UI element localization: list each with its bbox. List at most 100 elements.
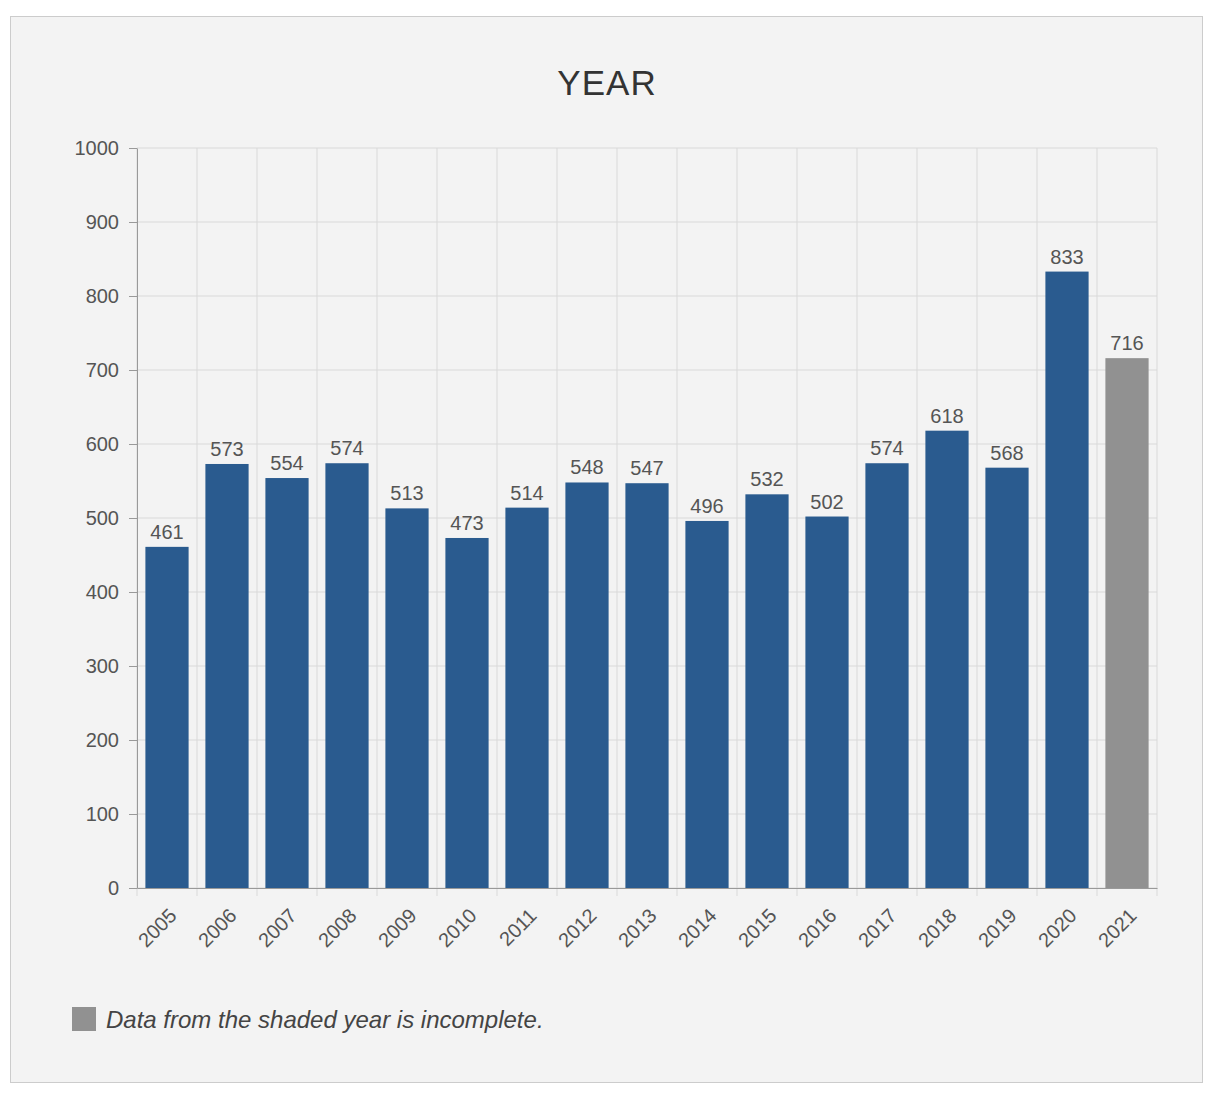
y-tick-mark <box>129 370 137 371</box>
x-tick-label: 2013 <box>614 904 661 951</box>
x-tick: 2008 <box>314 888 361 951</box>
x-grid-line <box>377 148 378 896</box>
x-grid-line <box>857 148 858 896</box>
x-tick: 2011 <box>495 888 541 950</box>
annotations: Data from the shaded year is incomplete. <box>72 1006 544 1033</box>
x-tick-label: 2011 <box>495 904 541 950</box>
y-tick-mark <box>129 740 137 741</box>
y-axis: 0 100 200 300 400 500 600 700 800 900 1000 <box>75 137 138 899</box>
chart-svg: YEAR461573554574513473514548547496532502… <box>0 0 1222 1102</box>
x-tick: 2012 <box>554 888 601 951</box>
x-tick-label: 2009 <box>374 904 421 951</box>
y-tick-label: 500 <box>86 507 119 529</box>
x-tick-label: 2016 <box>794 904 841 951</box>
x-tick: 2016 <box>794 888 841 951</box>
x-tick-label: 2021 <box>1094 904 1141 951</box>
data-label: 548 <box>570 456 603 478</box>
y-tick: 500 <box>86 507 137 529</box>
x-grid-line <box>137 148 138 896</box>
bar <box>265 478 308 888</box>
y-tick-label: 800 <box>86 285 119 307</box>
x-tick: 2021 <box>1094 888 1141 951</box>
y-tick-label: 600 <box>86 433 119 455</box>
bars <box>145 272 1148 888</box>
x-grid-line <box>317 148 318 896</box>
plot-frame <box>1157 148 1158 896</box>
y-tick-label: 400 <box>86 581 119 603</box>
y-tick-mark <box>129 296 137 297</box>
data-label: 514 <box>510 482 543 504</box>
data-label: 473 <box>450 512 483 534</box>
y-tick-label: 200 <box>86 729 119 751</box>
bar <box>685 521 728 888</box>
x-tick-label: 2018 <box>914 904 961 951</box>
x-tick-label: 2019 <box>974 904 1021 951</box>
data-label: 554 <box>270 452 303 474</box>
x-tick: 2018 <box>914 888 961 951</box>
x-tick-label: 2006 <box>194 904 241 951</box>
x-tick: 2017 <box>854 888 901 951</box>
data-label: 547 <box>630 457 663 479</box>
x-tick: 2020 <box>1034 888 1081 951</box>
y-tick: 1000 <box>75 137 138 159</box>
x-tick: 2010 <box>434 888 481 951</box>
x-tick-label: 2010 <box>434 904 481 951</box>
x-grid-line <box>497 148 498 896</box>
x-tick: 2006 <box>194 888 241 951</box>
x-grid-line <box>917 148 918 896</box>
bar <box>865 463 908 888</box>
y-tick-mark <box>129 222 137 223</box>
y-tick: 200 <box>86 729 137 751</box>
x-axis-line <box>138 888 1158 889</box>
y-tick-mark <box>129 444 137 445</box>
bar <box>145 547 188 888</box>
x-tick-label: 2014 <box>674 904 721 951</box>
bar <box>1045 272 1088 888</box>
bar <box>745 494 788 888</box>
y-tick-label: 0 <box>108 877 119 899</box>
chart-background <box>11 17 1203 1083</box>
data-label: 716 <box>1110 332 1143 354</box>
y-tick-mark <box>129 592 137 593</box>
y-grid-line <box>137 296 1157 297</box>
data-label: 574 <box>330 437 363 459</box>
y-tick-mark <box>129 666 137 667</box>
x-tick-label: 2015 <box>734 904 781 951</box>
y-tick: 800 <box>86 285 137 307</box>
y-tick: 600 <box>86 433 137 455</box>
y-tick-mark <box>129 148 137 149</box>
annotation-text: Data from the shaded year is incomplete. <box>106 1006 544 1033</box>
y-tick: 0 <box>108 877 137 899</box>
grid <box>137 148 1157 896</box>
data-label: 496 <box>690 495 723 517</box>
y-tick-label: 700 <box>86 359 119 381</box>
x-tick-label: 2012 <box>554 904 601 951</box>
bar <box>385 508 428 888</box>
bar <box>805 517 848 888</box>
y-tick-label: 100 <box>86 803 119 825</box>
chart-title: YEAR <box>557 63 656 102</box>
x-tick: 2007 <box>254 888 301 951</box>
x-tick-label: 2007 <box>254 904 301 951</box>
y-tick-mark <box>129 814 137 815</box>
annotation-swatch <box>72 1007 96 1031</box>
bar <box>925 431 968 888</box>
x-grid-line <box>1097 148 1098 896</box>
y-tick: 400 <box>86 581 137 603</box>
data-label: 513 <box>390 482 423 504</box>
x-tick-label: 2017 <box>854 904 901 951</box>
y-tick-label: 900 <box>86 211 119 233</box>
x-tick: 2005 <box>134 888 181 951</box>
x-grid-line <box>677 148 678 896</box>
x-grid-line <box>557 148 558 896</box>
chart-container: YEAR461573554574513473514548547496532502… <box>0 0 1222 1102</box>
data-label: 502 <box>810 491 843 513</box>
x-grid-line <box>1037 148 1038 896</box>
y-tick-mark <box>129 518 137 519</box>
y-tick: 900 <box>86 211 137 233</box>
y-tick-label: 300 <box>86 655 119 677</box>
y-grid-line <box>137 370 1157 371</box>
x-tick: 2019 <box>974 888 1021 951</box>
x-grid-line <box>197 148 198 896</box>
data-label: 574 <box>870 437 903 459</box>
